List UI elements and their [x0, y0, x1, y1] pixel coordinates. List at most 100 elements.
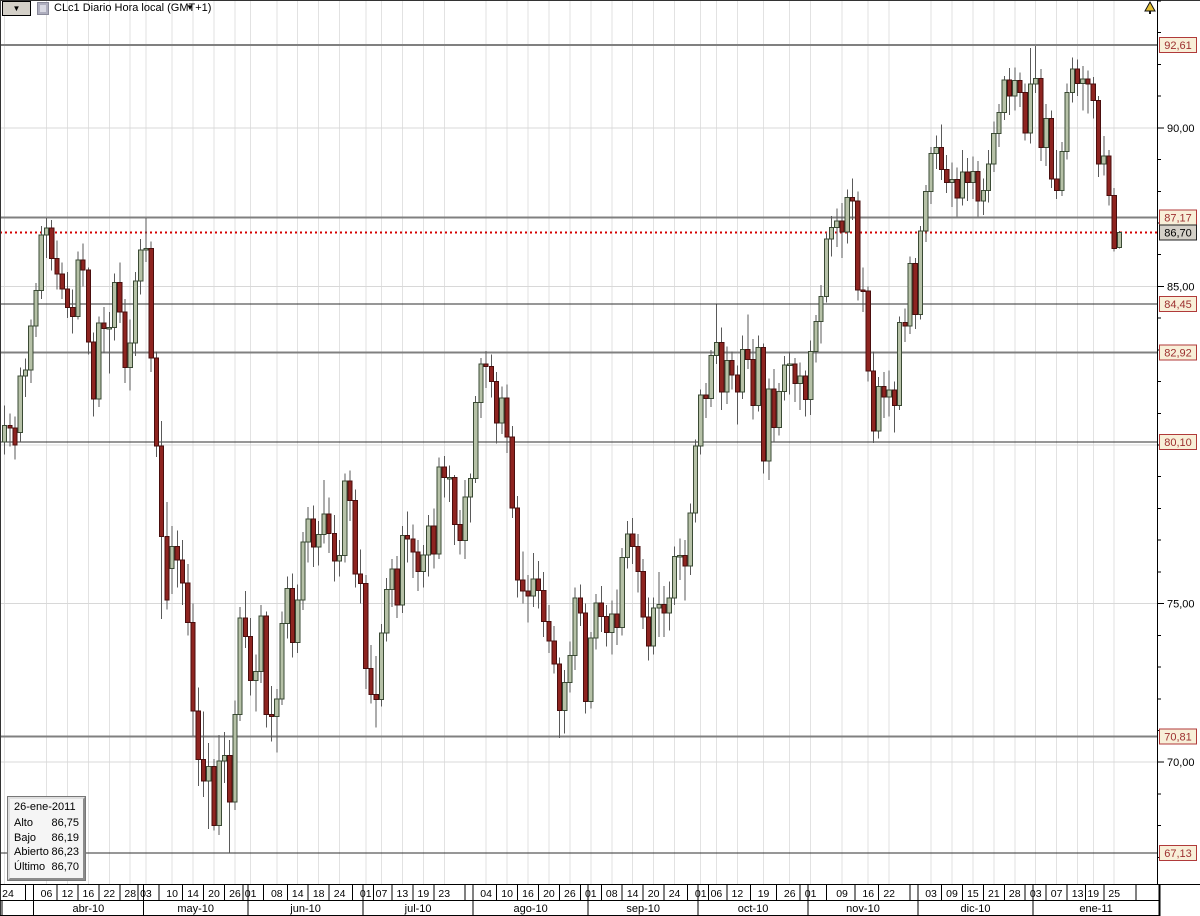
- candle: [933, 135, 939, 170]
- tooltip-row-abierto: Abierto 86,23: [14, 845, 79, 860]
- x-axis-day-label: 03: [1030, 888, 1042, 900]
- candle: [870, 351, 877, 444]
- candle: [813, 314, 819, 363]
- x-axis-day-label: 20: [543, 888, 555, 900]
- y-axis[interactable]: 90,00 85,00 75,00 70,00 92,61 87,17 84,45 82,92…: [1157, 0, 1197, 862]
- candle: [666, 581, 672, 631]
- candle: [1027, 47, 1034, 144]
- x-axis-day-label: 28: [1009, 888, 1021, 900]
- candle: [729, 351, 735, 390]
- candle: [242, 590, 248, 649]
- tooltip-value: 86,19: [51, 831, 79, 844]
- x-axis-month-label: dic-10: [961, 903, 991, 915]
- candle: [530, 552, 536, 607]
- candle: [593, 594, 599, 650]
- candle: [122, 299, 128, 384]
- title-dropdown-caret[interactable]: ▼: [186, 3, 194, 12]
- candle: [776, 383, 782, 436]
- x-axis-day-label: 03: [925, 888, 937, 900]
- candle: [117, 262, 123, 323]
- candle: [274, 689, 280, 753]
- candle: [452, 475, 458, 545]
- candle: [619, 548, 625, 636]
- chart-menu-button[interactable]: ▼: [2, 1, 31, 16]
- candle: [635, 533, 641, 593]
- candle: [1106, 150, 1112, 206]
- x-axis-day-label: 26: [564, 888, 576, 900]
- x-axis-day-label: 12: [62, 888, 74, 900]
- candle: [7, 413, 13, 447]
- candle: [363, 575, 369, 690]
- candle: [326, 497, 332, 553]
- svg-text:84,45: 84,45: [1164, 299, 1192, 311]
- candle: [834, 208, 840, 247]
- candles: [2, 45, 1123, 854]
- svg-text:82,92: 82,92: [1164, 347, 1192, 359]
- sr-price-box: 82,92: [1159, 344, 1197, 361]
- candle: [478, 357, 484, 419]
- candle: [127, 319, 133, 391]
- candle: [258, 605, 264, 683]
- x-axis[interactable]: 24 06 12 16 22 28 03 10 14 20 26 01 08 14 18 24 01 07 13 19…: [0, 884, 1161, 916]
- candle: [462, 479, 468, 560]
- x-axis-day-label: 10: [501, 888, 513, 900]
- candle: [535, 560, 542, 609]
- x-axis-day-label: 20: [648, 888, 660, 900]
- x-axis-month-label: oct-10: [738, 903, 769, 915]
- candle: [781, 356, 788, 401]
- candle: [514, 495, 521, 598]
- candle: [645, 597, 651, 661]
- candle: [431, 508, 437, 569]
- candle: [85, 267, 91, 355]
- candle: [959, 150, 966, 206]
- x-axis-day-label: 01: [360, 888, 372, 900]
- candle: [682, 540, 688, 601]
- candle: [206, 743, 212, 829]
- candle: [677, 538, 683, 580]
- candle: [766, 378, 772, 480]
- tooltip-value: 86,70: [51, 860, 79, 873]
- candle: [876, 376, 882, 439]
- candle: [551, 625, 557, 674]
- svg-text:87,17: 87,17: [1164, 213, 1192, 225]
- x-axis-day-label: 13: [397, 888, 409, 900]
- candle: [970, 156, 976, 200]
- candle: [75, 251, 81, 320]
- sr-price-box: 92,61: [1159, 37, 1197, 54]
- x-axis-day-label: 18: [313, 888, 325, 900]
- candle: [923, 184, 929, 243]
- candle: [159, 421, 165, 620]
- candle: [771, 368, 777, 442]
- candle: [980, 178, 986, 216]
- x-axis-day-label: 20: [208, 888, 220, 900]
- candle: [1074, 59, 1081, 97]
- candle: [562, 670, 568, 734]
- candle: [996, 104, 1002, 147]
- candle: [64, 272, 71, 319]
- candle: [787, 351, 793, 395]
- candle: [692, 439, 699, 523]
- candle: [368, 644, 374, 704]
- candle: [1090, 77, 1096, 119]
- y-axis-label: 75,00: [1167, 599, 1195, 611]
- x-axis-day-label: 06: [711, 888, 723, 900]
- candle: [148, 241, 154, 373]
- candle: [839, 202, 845, 258]
- x-axis-day-label: 06: [41, 888, 53, 900]
- candle: [22, 358, 29, 398]
- candle: [467, 473, 474, 523]
- candle: [944, 154, 950, 193]
- x-axis-day-label: 09: [946, 888, 958, 900]
- candle: [572, 587, 578, 671]
- candle: [849, 178, 856, 220]
- candle: [378, 624, 385, 707]
- candle: [823, 232, 829, 303]
- x-axis-day-label: 16: [522, 888, 534, 900]
- candle: [248, 617, 254, 696]
- candle: [164, 502, 170, 610]
- svg-text:86,70: 86,70: [1164, 227, 1192, 239]
- candle: [305, 506, 311, 563]
- svg-text:67,13: 67,13: [1164, 848, 1192, 860]
